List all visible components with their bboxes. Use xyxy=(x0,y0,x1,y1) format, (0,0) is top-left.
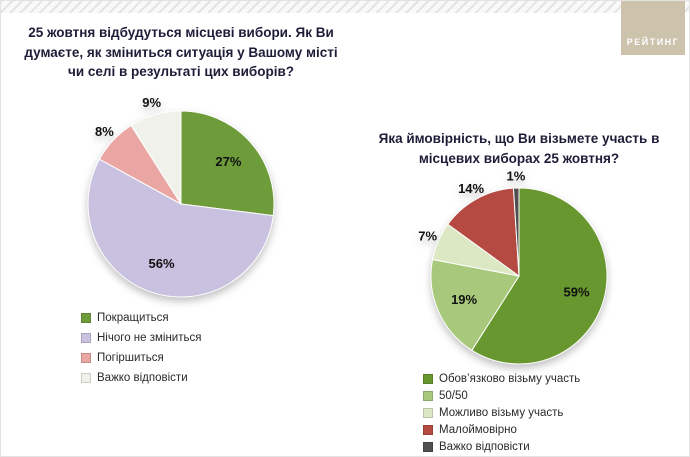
chart-left-block: 25 жовтня відбудуться місцеві вибори. Як… xyxy=(19,23,343,388)
legend-swatch xyxy=(423,441,433,452)
legend-swatch xyxy=(423,373,433,384)
pie-slice-56% xyxy=(87,158,274,298)
legend-item: Нічого не зміниться xyxy=(81,328,343,348)
logo-text: РЕЙТИНГ xyxy=(626,37,680,47)
legend-swatch xyxy=(81,312,91,323)
chart-right-title: Яка ймовірність, що Ви візьмете участь в… xyxy=(378,131,660,166)
legend-swatch xyxy=(423,424,433,435)
pie-slice-1% xyxy=(512,187,520,277)
legend-item: Важко відповісти xyxy=(81,368,343,388)
legend-label: Нічого не зміниться xyxy=(97,331,202,344)
legend-label: Можливо візьму участь xyxy=(439,406,564,419)
legend-item: Покращиться xyxy=(81,308,343,328)
pie-value-label: 27% xyxy=(215,154,241,169)
legend-swatch xyxy=(81,352,91,363)
legend-label: Важко відповісти xyxy=(439,440,530,453)
pie-value-label: 9% xyxy=(142,95,161,110)
pie-value-label: 56% xyxy=(148,256,174,271)
rating-logo: РЕЙТИНГ xyxy=(621,1,685,55)
legend-item: Обов’язково візьму участь xyxy=(423,370,681,387)
legend-swatch xyxy=(423,390,433,401)
pie-value-label: 59% xyxy=(563,285,589,300)
pie-slice-9% xyxy=(130,110,182,206)
pie-value-label: 14% xyxy=(458,181,484,196)
legend-item: 50/50 xyxy=(423,387,681,404)
pie-value-label: 19% xyxy=(451,292,477,307)
chart-left-title: 25 жовтня відбудуться місцеві вибори. Як… xyxy=(24,25,338,80)
legend-item: Важко відповісти xyxy=(423,438,681,455)
pie-value-label: 7% xyxy=(418,229,437,244)
legend-label: Погіршиться xyxy=(97,351,164,364)
legend-label: 50/50 xyxy=(439,389,468,402)
legend-label: Покращиться xyxy=(97,311,169,324)
legend-item: Малоймовірно xyxy=(423,421,681,438)
chart-right-legend: Обов’язково візьму участь 50/50 Можливо … xyxy=(423,370,681,455)
chart-right-block: Яка ймовірність, що Ви візьмете участь в… xyxy=(357,129,681,455)
pie-value-label: 8% xyxy=(95,124,114,139)
legend-swatch xyxy=(423,407,433,418)
top-stripe-pattern xyxy=(1,1,689,13)
legend-item: Можливо візьму участь xyxy=(423,404,681,421)
pie-slice-14% xyxy=(447,187,520,278)
legend-swatch xyxy=(81,332,91,343)
pie-chart-right: 59% 19% 7% 14% 1% xyxy=(418,169,608,365)
legend-label: Малоймовірно xyxy=(439,423,517,436)
pie-slice-27% xyxy=(180,110,275,216)
legend-swatch xyxy=(81,372,91,383)
chart-left-legend: Покращиться Нічого не зміниться Погіршит… xyxy=(81,308,343,388)
pie-value-label: 1% xyxy=(507,169,526,184)
pie-chart-left: 27% 56% 8% 9% xyxy=(87,95,275,298)
legend-label: Важко відповісти xyxy=(97,371,188,384)
legend-item: Погіршиться xyxy=(81,348,343,368)
pie-slice-19% xyxy=(430,259,520,352)
pie-slice-59% xyxy=(471,187,608,365)
legend-label: Обов’язково візьму участь xyxy=(439,372,581,385)
